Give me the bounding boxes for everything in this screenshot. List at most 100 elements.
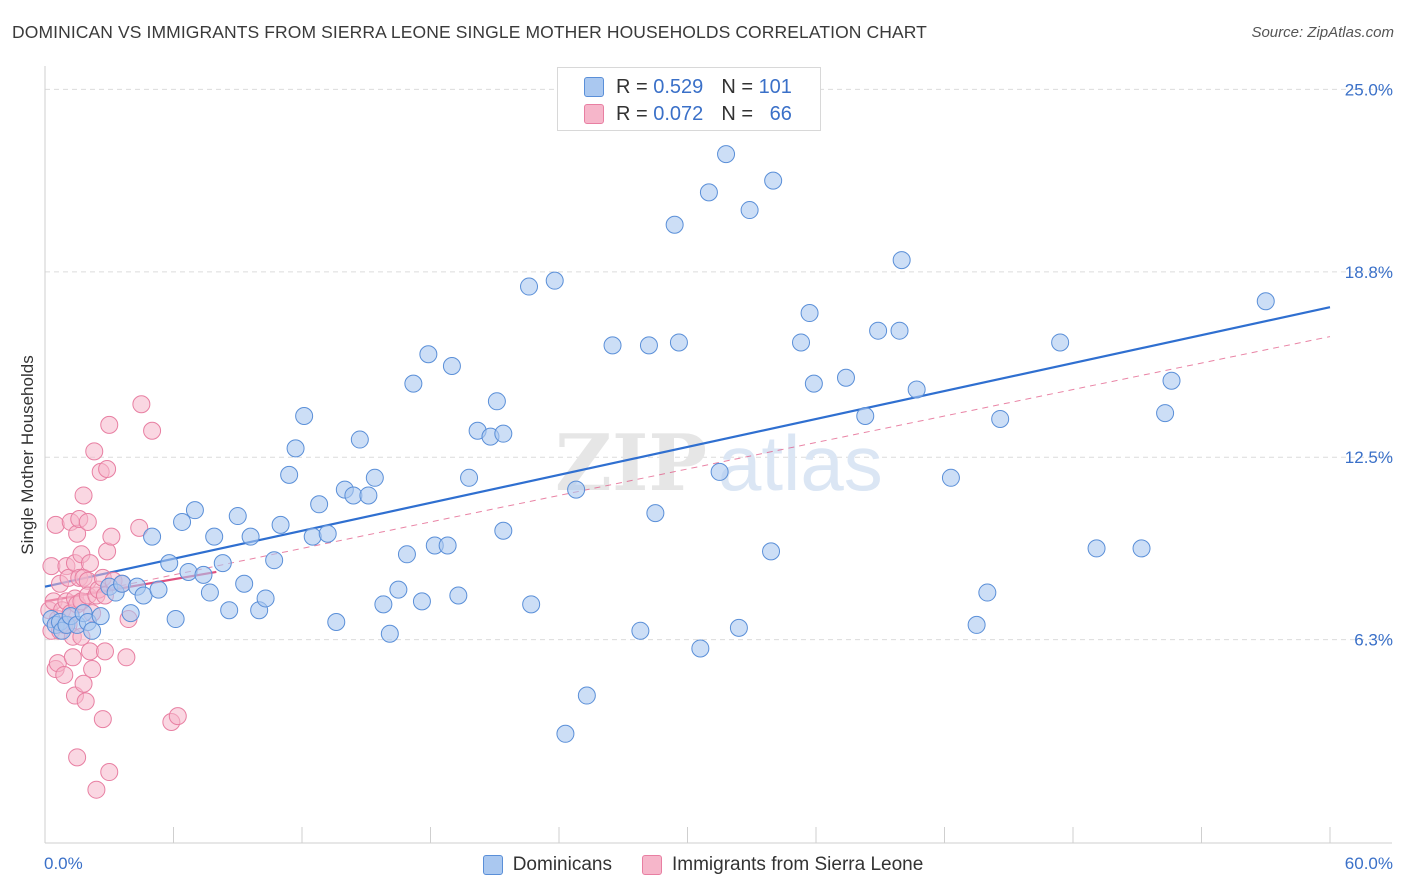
dominican-point — [646, 504, 665, 523]
dominican-point — [166, 610, 185, 629]
dominican-point — [397, 545, 416, 564]
gridlines — [45, 88, 1395, 641]
dominican-point — [286, 439, 305, 458]
dominican-point — [121, 604, 140, 623]
dominican-point — [762, 542, 781, 561]
sierra-leone-point — [132, 395, 151, 414]
series-legend: Dominicans Immigrants from Sierra Leone — [0, 852, 1406, 878]
sierra-leone-point — [83, 660, 102, 679]
legend-label: Immigrants from Sierra Leone — [671, 854, 924, 875]
dominican-point — [185, 501, 204, 520]
dominican-point — [213, 554, 232, 573]
dominican-point — [380, 624, 399, 643]
dominican-point — [567, 480, 586, 499]
dominican-point — [729, 618, 748, 637]
dominican-point — [374, 595, 393, 614]
sierra-leone-point — [143, 421, 162, 440]
dominican-point — [310, 495, 329, 514]
blue-swatch — [482, 855, 503, 875]
dominican-point — [173, 512, 192, 531]
dominican-point — [241, 527, 260, 546]
dominican-point — [869, 321, 888, 340]
dominican-point — [442, 357, 461, 375]
sierra-leone-point — [98, 459, 117, 478]
dominican-point — [520, 277, 539, 296]
dominican-point — [941, 468, 960, 487]
dominican-point — [205, 527, 224, 546]
dominican-point — [404, 374, 423, 393]
dominican-point — [717, 145, 736, 164]
dominican-point — [113, 574, 132, 593]
dominican-point — [149, 580, 168, 599]
dominican-point — [967, 615, 986, 634]
sierra-leone-point — [46, 515, 65, 534]
dominican-point — [710, 462, 729, 481]
source-credit: Source: ZipAtlas.com — [1251, 24, 1394, 41]
data-points — [40, 145, 1275, 799]
n-label: N = — [721, 102, 753, 125]
sierra-leone-point — [95, 642, 114, 661]
dominican-point — [494, 424, 513, 443]
sierra-leone-point — [76, 692, 95, 711]
legend-row-sierra-leone: R = 0.072 N = 66 — [584, 101, 792, 127]
n-value: 101 — [758, 75, 792, 98]
sierra-leone-point — [85, 442, 104, 461]
y-tick-label: 18.8% — [1345, 263, 1393, 282]
legend-item-dominicans[interactable]: Dominicans — [482, 854, 612, 876]
dominican-point — [438, 536, 457, 555]
sierra-leone-point — [42, 557, 61, 576]
dominican-point — [134, 586, 153, 605]
sierra-leone-point — [55, 665, 74, 684]
dominican-trend-line — [44, 306, 1331, 588]
dominican-point — [691, 639, 710, 658]
dominican-point — [220, 601, 239, 620]
dominican-point — [344, 486, 363, 505]
dominican-point — [892, 251, 911, 270]
dominican-point — [1051, 333, 1070, 352]
y-tick-label: 25.0% — [1345, 80, 1393, 99]
dominican-point — [460, 468, 479, 487]
axes — [44, 66, 1392, 844]
sierra-leone-point — [68, 748, 87, 767]
dominican-point — [991, 409, 1010, 428]
dominican-point — [235, 574, 254, 593]
sierra-leone-point — [87, 780, 106, 799]
sierra-leone-point — [63, 648, 82, 667]
watermark: ZIP atlas — [555, 418, 883, 509]
sierra-leone-point — [130, 518, 149, 537]
dominican-point — [365, 468, 384, 487]
sierra-leone-point — [102, 527, 121, 546]
dominican-point — [412, 592, 431, 611]
pink-swatch — [641, 855, 662, 875]
x-tick-label: 60.0% — [1345, 854, 1393, 873]
dominican-point — [228, 507, 247, 526]
dominican-point — [194, 565, 213, 584]
dominican-point — [327, 612, 346, 631]
legend-item-sierra-leone[interactable]: Immigrants from Sierra Leone — [641, 854, 924, 876]
dominican-point — [836, 368, 855, 387]
dominican-point — [577, 686, 596, 705]
dominican-point — [545, 271, 564, 290]
dominican-point — [665, 215, 684, 234]
sierra-leone-point — [74, 674, 93, 693]
sierra-leone-point — [74, 486, 93, 505]
dominican-point — [271, 515, 290, 534]
dominican-point — [179, 562, 198, 581]
dominican-point — [160, 554, 179, 573]
dominican-point — [764, 171, 783, 190]
x-tick-label: 0.0% — [44, 854, 83, 873]
dominican-point — [1162, 371, 1181, 390]
dominican-point — [740, 201, 759, 220]
watermark-atlas: atlas — [718, 419, 883, 507]
dominican-point — [487, 392, 506, 411]
dominican-point — [494, 521, 513, 540]
sierra-leone-point — [100, 763, 119, 782]
dominican-point — [699, 183, 718, 202]
sierra-leone-point — [168, 707, 187, 726]
dominican-point — [449, 586, 468, 605]
dominican-point — [522, 595, 541, 614]
dominican-point — [295, 407, 314, 426]
dominican-point — [318, 524, 337, 543]
dominican-point — [419, 345, 438, 364]
dominican-point — [1132, 539, 1151, 558]
